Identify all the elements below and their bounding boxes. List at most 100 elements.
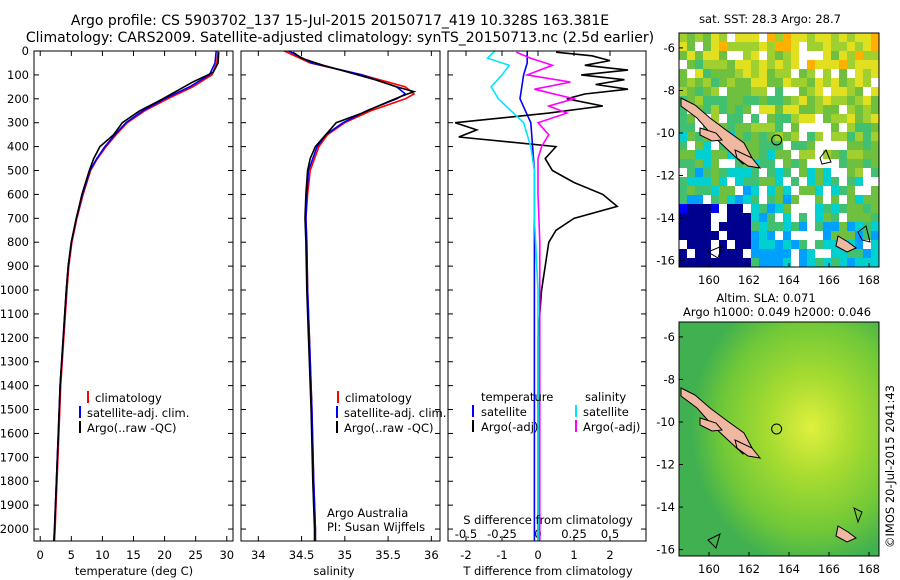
sst-cell	[775, 231, 784, 241]
sst-cell	[791, 123, 800, 133]
sst-cell	[703, 240, 712, 250]
sst-cell	[815, 132, 824, 142]
sst-cell	[807, 105, 816, 115]
sst-cell	[735, 186, 744, 196]
sst-cell	[871, 159, 880, 169]
sst-cell	[855, 249, 864, 259]
sst-cell	[807, 33, 816, 43]
sst-cell	[711, 231, 720, 241]
sst-cell	[847, 204, 856, 214]
sst-cell	[791, 159, 800, 169]
sst-cell	[695, 78, 704, 88]
sst-cell	[791, 249, 800, 259]
legend-salinity-title: salinity	[585, 390, 626, 404]
x-tick-label: 35.5	[375, 548, 401, 562]
sst-cell	[719, 177, 728, 187]
sst-cell	[831, 222, 840, 232]
sst-cell	[863, 204, 872, 214]
sst-cell	[807, 177, 816, 187]
lon-tick-label: 168	[858, 273, 880, 287]
sst-cell	[807, 141, 816, 151]
sst-cell	[687, 168, 696, 178]
sst-cell	[679, 195, 688, 205]
sst-cell	[791, 114, 800, 124]
sst-cell	[719, 33, 728, 43]
pi-note: PI: Susan Wijffels	[327, 520, 425, 534]
argo-position-marker	[771, 423, 783, 435]
sst-cell	[783, 240, 792, 250]
sst-cell	[703, 60, 712, 70]
lat-tick-label: -10	[656, 126, 675, 140]
sst-cell	[719, 87, 728, 97]
x-tick-label: 20	[157, 548, 172, 562]
sst-cell	[831, 69, 840, 79]
depth-tick-label: 900	[7, 259, 29, 273]
sst-cell	[807, 96, 816, 106]
t-difference-tick-labels: -2 -1 0 1 2	[460, 51, 614, 562]
sst-cell	[735, 78, 744, 88]
sst-cell	[807, 42, 816, 52]
depth-tick-labels: 0 100 200 300 400 500 600 700 800 900 1000 1100 1200…	[0, 44, 646, 536]
series-line-argo-raw-qc-	[53, 52, 220, 542]
sst-cell	[719, 186, 728, 196]
sst-cell	[759, 69, 768, 79]
sst-cell	[711, 96, 720, 106]
depth-tick-label: 400	[7, 140, 29, 154]
sst-cell	[743, 42, 752, 52]
sst-cell	[767, 105, 776, 115]
sst-cell	[775, 222, 784, 232]
sst-cell	[839, 78, 848, 88]
sst-cell	[687, 186, 696, 196]
sst-cell	[727, 204, 736, 214]
sst-cell	[743, 141, 752, 151]
sst-cell	[767, 33, 776, 43]
depth-tick-label: 100	[7, 68, 29, 82]
sst-cell	[743, 168, 752, 178]
sst-cell	[703, 51, 712, 61]
sst-cell	[815, 105, 824, 115]
sst-cell	[791, 195, 800, 205]
sst-cell	[855, 33, 864, 43]
x-tick-label: 0	[37, 548, 44, 562]
sst-cell	[847, 51, 856, 61]
sst-cell	[711, 78, 720, 88]
x-tick-label: 1	[570, 548, 577, 562]
sst-cell	[791, 51, 800, 61]
sst-cell	[847, 87, 856, 97]
sst-cell	[839, 168, 848, 178]
sst-cell	[831, 186, 840, 196]
sst-cell	[823, 78, 832, 88]
lat-tick-label: -16	[656, 543, 675, 557]
sst-cell	[695, 249, 704, 259]
sst-cell	[863, 51, 872, 61]
series-line-climatology	[53, 50, 219, 542]
sst-cell	[831, 60, 840, 70]
sst-cell	[847, 114, 856, 124]
sst-cell	[735, 42, 744, 52]
sst-cell	[823, 213, 832, 223]
sst-cell	[847, 249, 856, 259]
sst-cell	[767, 150, 776, 160]
sst-cell	[703, 33, 712, 43]
sst-cell	[839, 87, 848, 97]
island-makira	[734, 439, 762, 459]
sst-cell	[735, 123, 744, 133]
sst-cell	[727, 105, 736, 115]
sst-cell	[743, 213, 752, 223]
sst-cell	[831, 258, 840, 268]
depth-tick-label: 1100	[0, 307, 29, 321]
sst-cell	[679, 78, 688, 88]
sst-cell	[855, 123, 864, 133]
sst-cell	[687, 150, 696, 160]
sst-cell	[735, 69, 744, 79]
depth-tick-label: 1900	[0, 498, 29, 512]
sst-cell	[719, 114, 728, 124]
sst-cell	[799, 69, 808, 79]
sla-map: Altim. SLA: 0.071 Argo h1000: 0.049 h200…	[656, 291, 880, 576]
sst-cell	[871, 105, 880, 115]
sst-cell	[759, 213, 768, 223]
sst-cell	[711, 150, 720, 160]
sst-cell	[751, 60, 760, 70]
sst-cell	[807, 78, 816, 88]
sst-cell	[815, 222, 824, 232]
